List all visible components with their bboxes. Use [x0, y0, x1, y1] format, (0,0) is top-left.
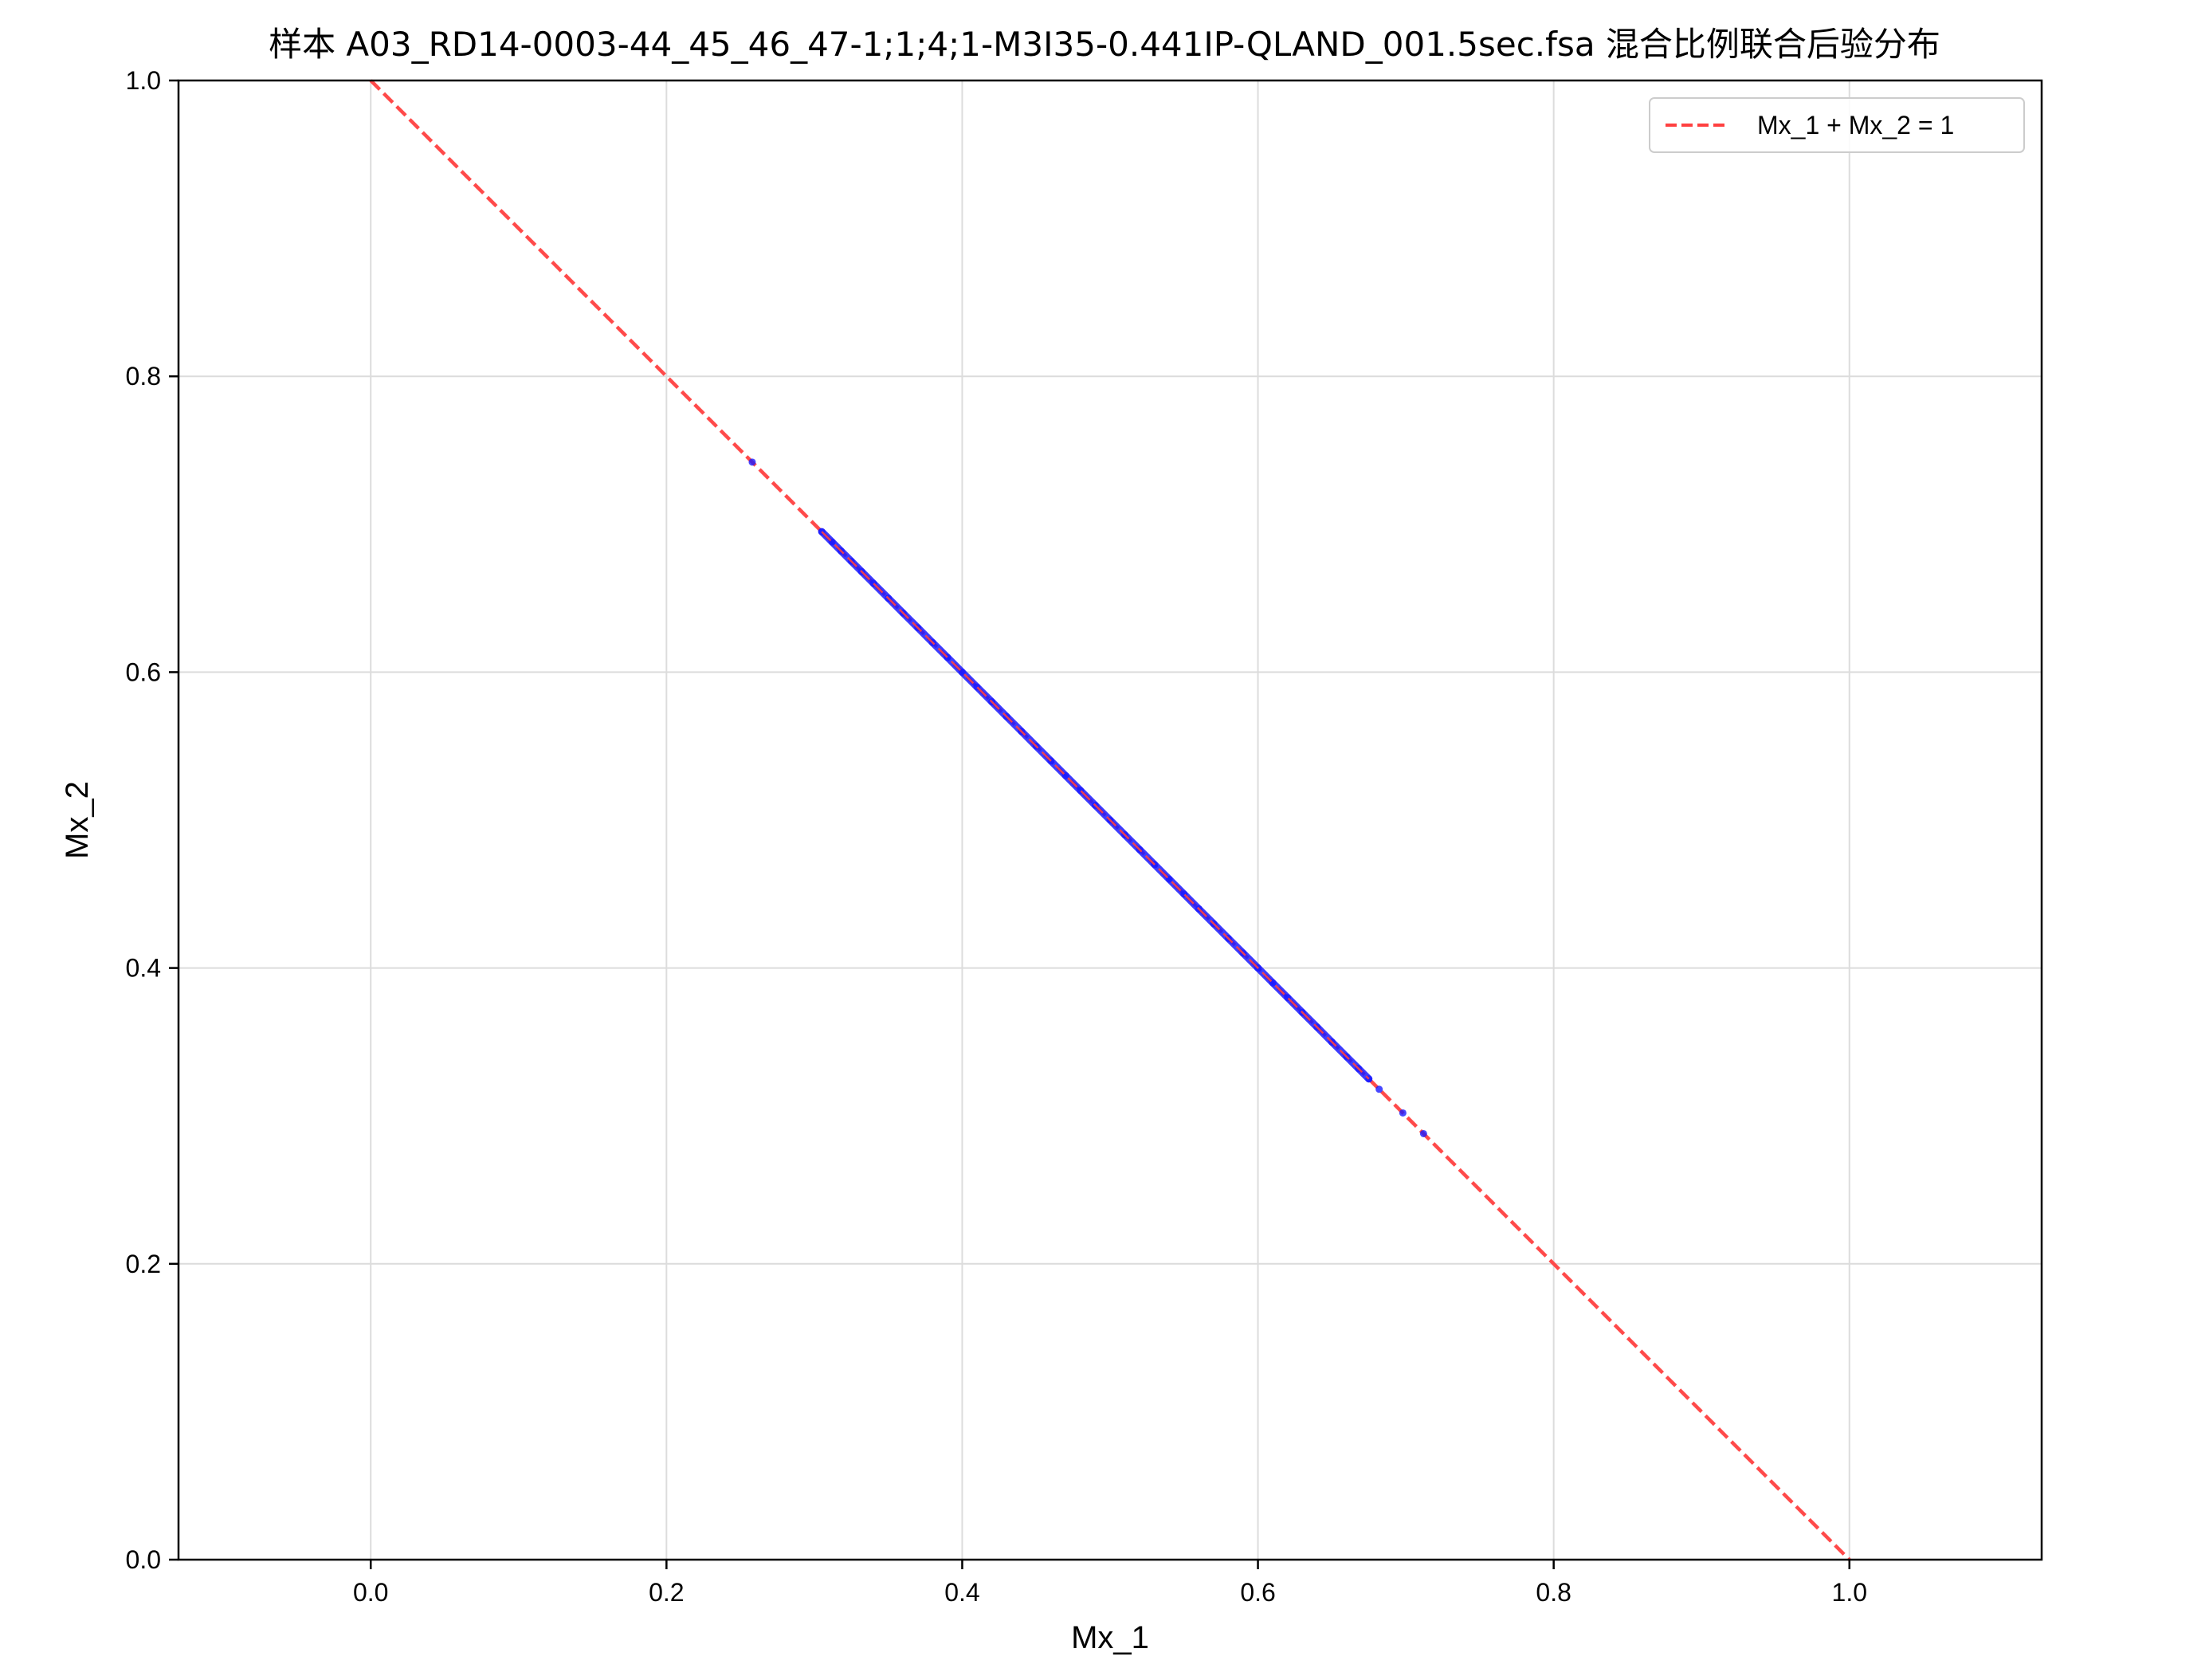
chart-title: 样本 A03_RD14-0003-44_45_46_47-1;1;4;1-M3I…: [269, 25, 1940, 64]
legend: Mx_1 + Mx_2 = 1: [1650, 98, 2024, 152]
x-tick-label: 0.2: [649, 1578, 684, 1607]
y-tick-label: 0.0: [126, 1545, 161, 1574]
scatter-points: [748, 458, 1426, 1137]
x-axis-label: Mx_1: [1071, 1620, 1149, 1655]
y-axis-ticks: 0.0 0.2 0.4 0.6 0.8 1.0: [126, 66, 179, 1574]
x-tick-label: 0.0: [353, 1578, 388, 1607]
x-tick-label: 1.0: [1832, 1578, 1867, 1607]
posterior-sample-point: [1420, 1130, 1427, 1137]
posterior-sample-point: [1399, 1109, 1407, 1117]
x-axis-ticks: 0.0 0.2 0.4 0.6 0.8 1.0: [353, 1560, 1867, 1607]
x-tick-label: 0.6: [1240, 1578, 1275, 1607]
y-tick-label: 0.8: [126, 362, 161, 391]
y-tick-label: 0.2: [126, 1250, 161, 1278]
y-tick-label: 0.4: [126, 954, 161, 983]
y-tick-label: 0.6: [126, 657, 161, 686]
legend-label-reference-line: Mx_1 + Mx_2 = 1: [1757, 111, 1954, 139]
y-axis-label: Mx_2: [60, 781, 95, 859]
y-tick-label: 1.0: [126, 66, 161, 95]
posterior-sample-point: [748, 458, 755, 465]
x-tick-label: 0.4: [944, 1578, 979, 1607]
posterior-sample-point: [1375, 1085, 1383, 1093]
x-tick-label: 0.8: [1536, 1578, 1571, 1607]
